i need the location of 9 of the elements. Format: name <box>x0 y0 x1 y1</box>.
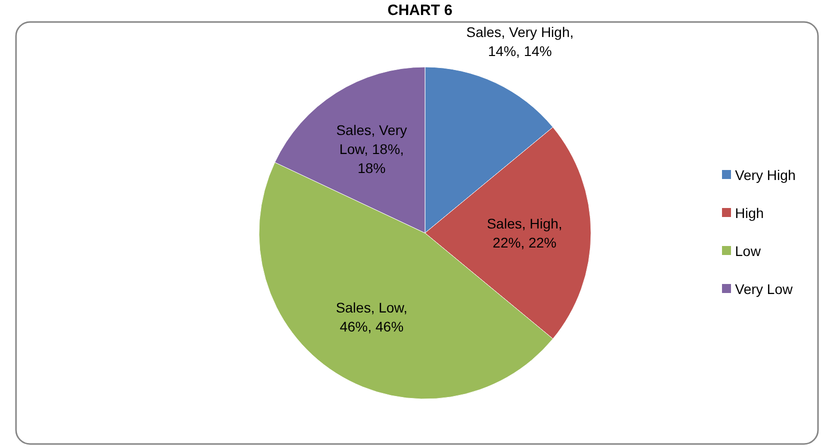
legend-label: Very High <box>735 167 796 183</box>
data-label: Sales, Very High, 14%, 14% <box>466 24 574 59</box>
legend-label: Low <box>735 243 762 259</box>
legend-label: High <box>735 205 764 221</box>
data-label: Sales, High, 22%, 22% <box>486 216 562 250</box>
chart-title: CHART 6 <box>387 2 453 19</box>
legend-label: Very Low <box>735 281 794 297</box>
data-label: Sales, Low, 46%, 46% <box>336 300 408 335</box>
data-label: Sales, Very Low, 18%, 18% <box>336 122 408 176</box>
